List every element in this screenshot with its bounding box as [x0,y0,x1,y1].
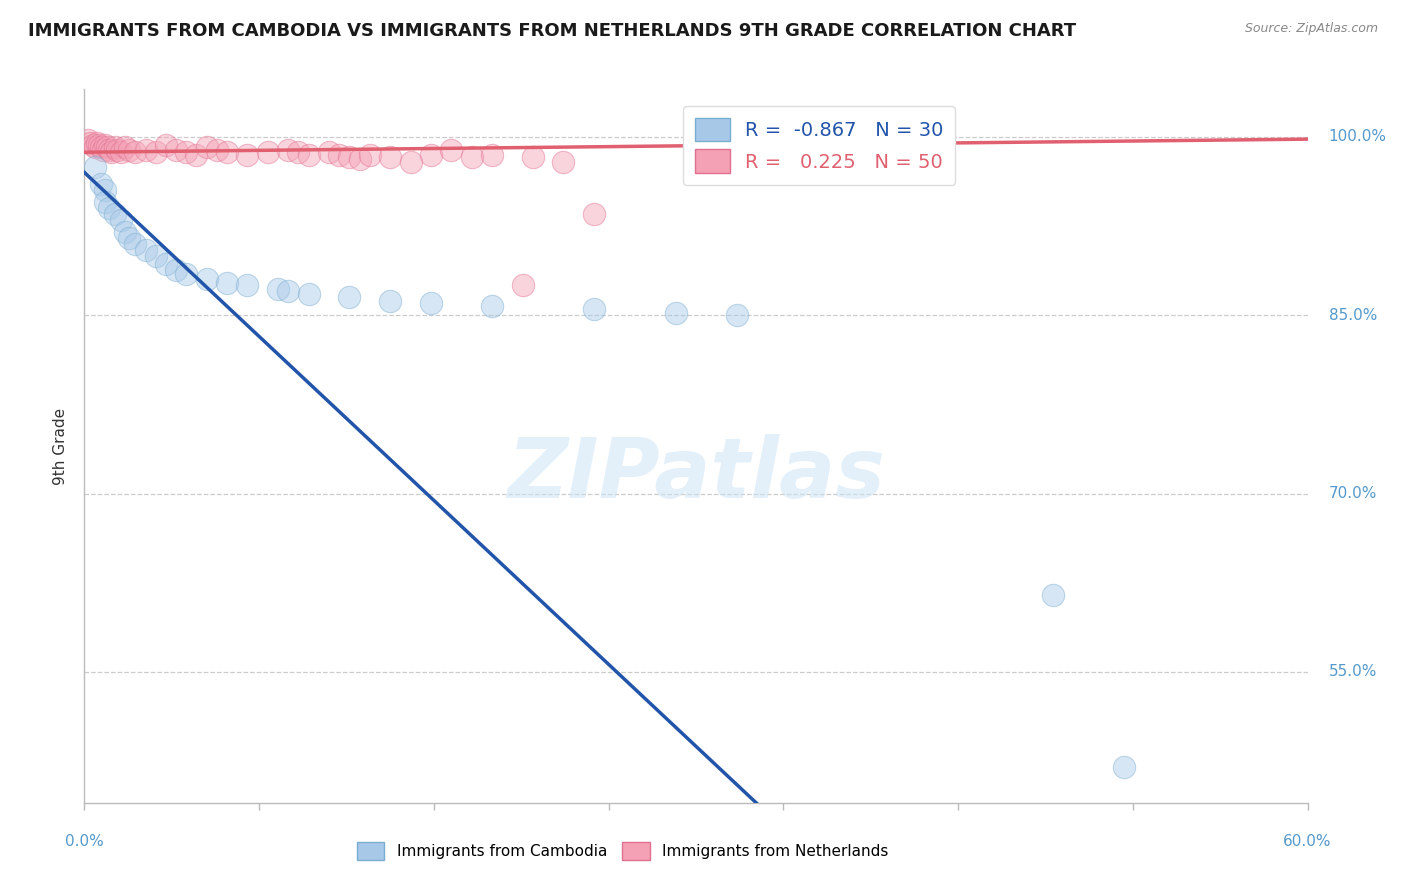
Point [87,138,110,153]
Point [582,302,605,317]
Point [349,153,371,167]
Point [186,147,208,161]
Point [440,143,463,157]
Point [91,143,114,157]
Point [174,145,197,160]
Point [1114,760,1136,774]
Point [195,272,218,286]
Point [124,145,146,160]
Point [104,140,127,154]
Point [135,143,157,157]
Point [97,201,120,215]
Point [298,147,321,161]
Point [889,145,911,160]
Point [399,154,422,169]
Point [287,145,309,160]
Point [83,140,105,154]
Point [318,145,340,160]
Point [339,290,360,304]
Point [93,138,115,153]
Point [277,285,299,299]
Point [236,278,259,293]
Point [1042,588,1064,602]
Point [195,140,218,154]
Text: 55.0%: 55.0% [1329,665,1376,680]
Text: ZIPatlas: ZIPatlas [508,434,884,515]
Text: 60.0%: 60.0% [1284,834,1331,849]
Point [217,276,239,290]
Point [298,286,321,301]
Point [174,267,197,281]
Point [114,225,136,239]
Point [118,231,141,245]
Point [96,140,118,154]
Point [553,154,575,169]
Point [124,236,146,251]
Point [420,296,443,310]
Point [481,299,503,313]
Point [725,308,748,322]
Point [90,140,112,154]
Point [685,145,707,160]
Point [339,150,360,164]
Text: 100.0%: 100.0% [1329,129,1386,145]
Point [461,150,484,164]
Point [93,195,115,210]
Point [93,183,115,197]
Text: 85.0%: 85.0% [1329,308,1376,323]
Point [77,133,100,147]
Point [135,243,157,257]
Point [114,140,136,154]
Point [100,145,122,160]
Text: 70.0%: 70.0% [1329,486,1376,501]
Point [83,160,105,174]
Point [277,143,299,157]
Point [105,143,128,157]
Point [79,136,101,150]
Point [205,143,228,157]
Point [328,147,350,161]
Point [236,147,259,161]
Text: 0.0%: 0.0% [65,834,104,849]
Y-axis label: 9th Grade: 9th Grade [53,408,69,484]
Point [86,136,108,150]
Point [165,263,187,277]
Point [267,282,290,296]
Legend: Immigrants from Cambodia, Immigrants from Netherlands: Immigrants from Cambodia, Immigrants fro… [350,836,894,866]
Point [380,150,402,164]
Point [97,143,120,157]
Point [522,150,544,164]
Point [82,138,104,153]
Point [257,145,280,160]
Point [155,138,177,153]
Text: Source: ZipAtlas.com: Source: ZipAtlas.com [1244,22,1378,36]
Point [118,143,141,157]
Point [165,143,187,157]
Point [90,178,112,192]
Point [155,257,177,271]
Point [145,145,167,160]
Point [420,147,443,161]
Text: IMMIGRANTS FROM CAMBODIA VS IMMIGRANTS FROM NETHERLANDS 9TH GRADE CORRELATION CH: IMMIGRANTS FROM CAMBODIA VS IMMIGRANTS F… [28,22,1076,40]
Point [787,154,810,169]
Point [664,306,686,320]
Point [110,213,132,227]
Point [217,145,239,160]
Point [512,278,534,293]
Point [104,207,127,221]
Point [359,147,381,161]
Point [110,145,132,160]
Point [582,207,605,221]
Point [380,293,402,308]
Point [481,147,503,161]
Point [145,249,167,263]
